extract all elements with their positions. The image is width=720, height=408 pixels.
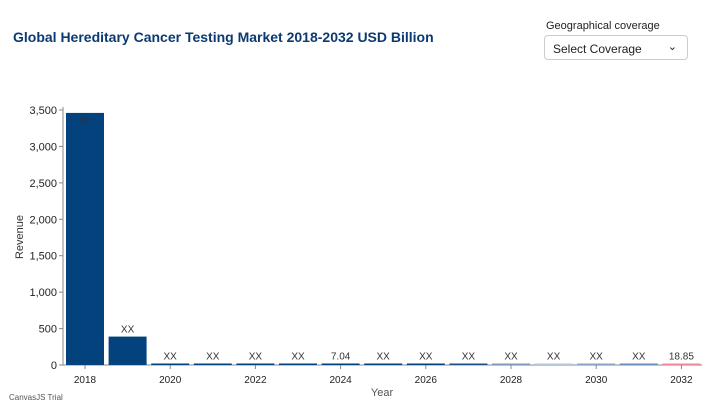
bar-2024 <box>321 363 360 365</box>
y-tick-label: 500 <box>39 324 57 336</box>
x-tick-label: 2024 <box>329 375 352 386</box>
x-tick-label: 2028 <box>500 375 523 386</box>
watermark: CanvasJS Trial <box>9 393 63 402</box>
chevron-down-icon: ⌄ <box>667 41 677 53</box>
bar-2030 <box>577 363 616 365</box>
bar-2020 <box>151 363 190 365</box>
bar-2031 <box>619 363 658 365</box>
data-label-2027: XX <box>462 352 476 363</box>
bar-2021 <box>193 363 232 365</box>
bar-2018 <box>66 112 104 366</box>
coverage-select-value: Select Coverage <box>553 42 642 56</box>
bar-2029 <box>534 363 573 365</box>
data-label-2022: XX <box>249 352 263 363</box>
data-label-2030: XX <box>590 352 604 363</box>
data-label-2019: XX <box>121 325 135 336</box>
bar-2026 <box>406 363 445 365</box>
geographical-coverage-label: Geographical coverage <box>546 20 660 32</box>
data-label-2023: XX <box>291 352 305 363</box>
y-tick-label: 3,500 <box>29 105 57 117</box>
chart-title: Global Hereditary Cancer Testing Market … <box>13 29 434 45</box>
y-tick-label: 3,000 <box>29 141 57 153</box>
bar-2028 <box>492 363 530 365</box>
data-label-2021: XX <box>206 352 220 363</box>
bar-2025 <box>364 363 403 365</box>
y-tick-label: 1,500 <box>29 251 57 263</box>
data-label-2031: XX <box>632 352 646 363</box>
x-tick-label: 2022 <box>244 375 267 386</box>
x-tick-label: 2026 <box>415 375 438 386</box>
bar-2027 <box>449 363 488 365</box>
bar-2022 <box>236 363 275 365</box>
coverage-select[interactable]: Select Coverage ⌄ <box>544 35 688 60</box>
x-tick-label: 2018 <box>74 375 97 386</box>
data-label-2028: XX <box>504 352 518 363</box>
bar-2032 <box>662 363 701 365</box>
x-tick-label: 2032 <box>670 375 693 386</box>
y-axis-title: Revenue <box>14 215 26 259</box>
x-axis-title: Year <box>371 387 394 399</box>
data-label-2020: XX <box>164 352 178 363</box>
y-tick-label: 2,500 <box>29 178 57 190</box>
y-tick-label: 2,000 <box>29 214 57 226</box>
x-tick-label: 2030 <box>585 375 608 386</box>
bar-2019 <box>108 336 147 365</box>
y-tick-label: 0 <box>51 360 57 372</box>
data-label-2025: XX <box>377 352 391 363</box>
bar-2023 <box>279 363 317 365</box>
data-label-2026: XX <box>419 352 433 363</box>
y-tick-label: 1,000 <box>29 287 57 299</box>
x-tick-label: 2020 <box>159 375 182 386</box>
data-label-2032: 18.85 <box>669 352 694 363</box>
data-label-2024: 7.04 <box>331 352 351 363</box>
data-label-2018: XX <box>78 116 92 127</box>
data-label-2029: XX <box>547 352 561 363</box>
